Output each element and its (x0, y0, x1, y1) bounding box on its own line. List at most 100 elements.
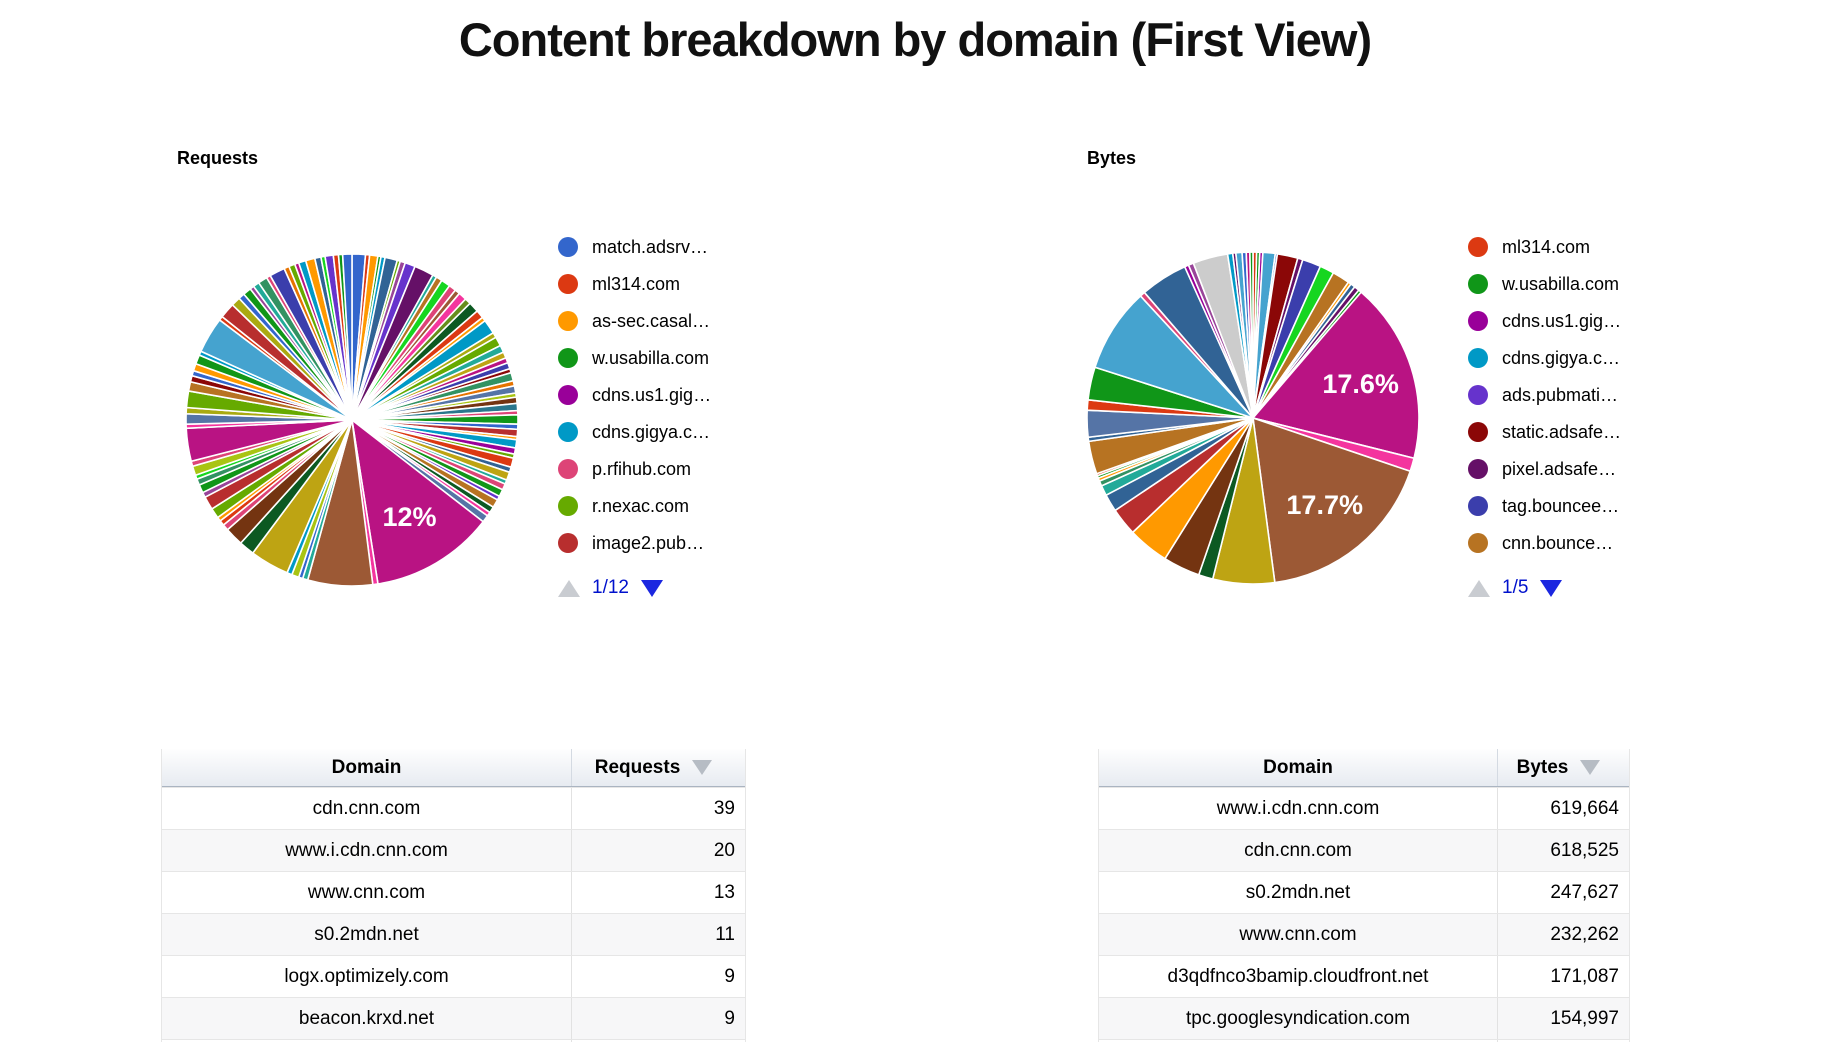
domain-cell: www.cnn.com (1099, 914, 1498, 955)
legend-item[interactable]: cdns.us1.gig… (558, 384, 711, 406)
table-header-bytes[interactable]: Bytes (1498, 749, 1629, 786)
legend-item[interactable]: cdns.us1.gig… (1468, 310, 1621, 332)
value-cell: 247,627 (1550, 881, 1619, 903)
legend-swatch-icon (558, 533, 578, 553)
legend-page-down-icon[interactable] (640, 579, 663, 597)
table-row[interactable]: beacon.krxd.net 9 (162, 997, 745, 1039)
domain-cell: cdn.cnn.com (162, 788, 572, 829)
domain-cell: www.i.cdn.cnn.com (162, 830, 572, 871)
bytes-legend-pager: 1/5 (1468, 576, 1563, 600)
requests-legend: match.adsrv… ml314.com as-sec.casal… w.usab… (558, 236, 711, 554)
legend-item[interactable]: match.adsrv… (558, 236, 711, 258)
value-cell: 619,664 (1550, 797, 1619, 819)
requests-legend-pager: 1/12 (558, 576, 663, 600)
legend-item[interactable]: ml314.com (1468, 236, 1621, 258)
legend-swatch-icon (1468, 422, 1488, 442)
legend-item-label: image2.pub… (592, 532, 705, 553)
legend-item[interactable]: tag.bouncee… (1468, 495, 1621, 517)
legend-item[interactable]: w.usabilla.com (558, 347, 711, 369)
table-row[interactable]: www.i.cdn.cnn.com 20 (162, 829, 745, 871)
table-row-partial[interactable] (162, 1039, 745, 1042)
value-cell: 9 (724, 965, 735, 987)
legend-swatch-icon (1468, 274, 1488, 294)
legend-item-label: cnn.bounce… (1502, 532, 1614, 553)
legend-item[interactable]: ads.pubmati… (1468, 384, 1621, 406)
domain-cell: www.cnn.com (162, 872, 572, 913)
table-row[interactable]: s0.2mdn.net 247,627 (1099, 871, 1629, 913)
page-title: Content breakdown by domain (First View) (458, 13, 1372, 66)
table-row[interactable]: s0.2mdn.net 11 (162, 913, 745, 955)
domain-cell: www.i.cdn.cnn.com (1099, 788, 1498, 829)
legend-item[interactable]: cdns.gigya.c… (558, 421, 711, 443)
legend-item-label: cdns.us1.gig… (1502, 310, 1622, 331)
legend-item-label: ads.pubmati… (1502, 384, 1619, 405)
domain-cell: beacon.krxd.net (162, 998, 572, 1039)
pie-slice[interactable] (341, 253, 353, 421)
pie-percent-label: 12% (382, 502, 436, 532)
legend-item[interactable]: w.usabilla.com (1468, 273, 1621, 295)
legend-item[interactable]: pixel.adsafe… (1468, 458, 1621, 480)
table-row[interactable]: www.cnn.com 13 (162, 871, 745, 913)
bytes-pie-chart[interactable]: 17.6% 17.7% (1083, 248, 1423, 588)
table-row[interactable]: www.cnn.com 232,262 (1099, 913, 1629, 955)
legend-page-up-icon[interactable] (1468, 579, 1490, 597)
requests-chart-heading: Requests (177, 148, 259, 168)
legend-item-label: cdns.us1.gig… (592, 384, 712, 405)
pie-slice[interactable] (1251, 290, 1420, 460)
legend-swatch-icon (558, 496, 578, 516)
legend-page-down-icon[interactable] (1540, 579, 1563, 597)
value-cell: 13 (713, 881, 735, 903)
pie-percent-label: 17.7% (1286, 490, 1363, 520)
domain-cell: logx.optimizely.com (162, 956, 572, 997)
domain-cell: s0.2mdn.net (1099, 872, 1498, 913)
table-row[interactable]: d3qdfnco3bamip.cloudfront.net 171,087 (1099, 955, 1629, 997)
legend-item[interactable]: r.nexac.com (558, 495, 711, 517)
table-header-domain[interactable]: Domain (1099, 749, 1498, 786)
domain-cell (162, 1040, 572, 1042)
domain-cell: cdn.cnn.com (1099, 830, 1498, 871)
legend-swatch-icon (558, 422, 578, 442)
legend-item[interactable]: cdns.gigya.c… (1468, 347, 1621, 369)
table-row[interactable]: cdn.cnn.com 618,525 (1099, 829, 1629, 871)
legend-item-label: w.usabilla.com (592, 347, 710, 368)
legend-swatch-icon (558, 311, 578, 331)
value-cell: 39 (713, 797, 735, 819)
value-cell: 171,087 (1550, 965, 1619, 987)
requests-pie-chart[interactable]: 12% (182, 250, 522, 590)
pie-slice[interactable] (1249, 251, 1254, 419)
pie-slice[interactable] (350, 418, 485, 585)
legend-item[interactable]: static.adsafe… (1468, 421, 1621, 443)
legend-page-up-icon[interactable] (558, 579, 580, 597)
table-row[interactable]: logx.optimizely.com 9 (162, 955, 745, 997)
value-cell: 11 (715, 923, 735, 945)
table-row[interactable]: cdn.cnn.com 39 (162, 787, 745, 829)
legend-swatch-icon (558, 274, 578, 294)
legend-item[interactable]: p.rfihub.com (558, 458, 711, 480)
legend-item[interactable]: cnn.bounce… (1468, 532, 1621, 554)
legend-item[interactable]: as-sec.casal… (558, 310, 711, 332)
table-row-partial[interactable] (1099, 1039, 1629, 1042)
legend-item[interactable]: ml314.com (558, 273, 711, 295)
value-cell: 9 (724, 1007, 735, 1029)
legend-swatch-icon (1468, 237, 1488, 257)
pie-slice[interactable] (1252, 416, 1412, 584)
legend-swatch-icon (558, 459, 578, 479)
legend-item-label: static.adsafe… (1502, 421, 1622, 442)
table-header-label: Domain (331, 756, 402, 778)
legend-item-label: as-sec.casal… (592, 310, 711, 331)
legend-swatch-icon (1468, 459, 1488, 479)
table-row[interactable]: tpc.googlesyndication.com 154,997 (1099, 997, 1629, 1039)
table-row[interactable]: www.i.cdn.cnn.com 619,664 (1099, 787, 1629, 829)
legend-swatch-icon (1468, 533, 1488, 553)
table-header-domain[interactable]: Domain (162, 749, 572, 786)
legend-item[interactable]: image2.pub… (558, 532, 711, 554)
bytes-chart-heading: Bytes (1087, 148, 1137, 168)
legend-item-label: w.usabilla.com (1502, 273, 1620, 294)
value-cell: 154,997 (1550, 1007, 1619, 1029)
table-header-label: Domain (1263, 756, 1333, 778)
legend-item-label: ml314.com (1502, 236, 1591, 257)
value-cell: 20 (713, 839, 735, 861)
table-header-requests[interactable]: Requests (572, 749, 745, 786)
legend-item-label: tag.bouncee… (1502, 495, 1620, 516)
